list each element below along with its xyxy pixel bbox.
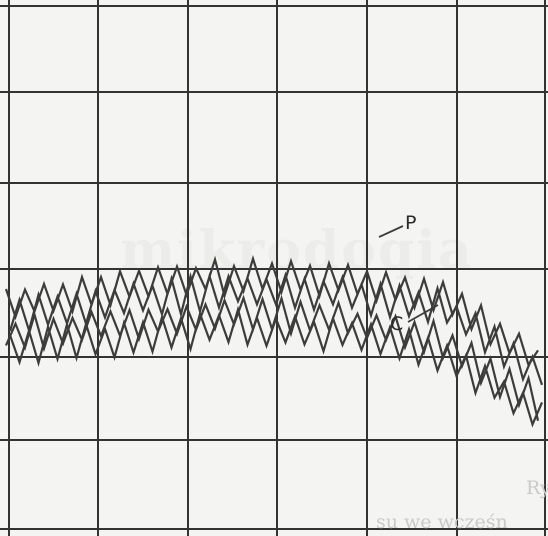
trace-p-1 bbox=[8, 271, 544, 386]
bleed-through-caption-2: su we wcześn bbox=[376, 511, 508, 533]
bleed-through-caption: Ryo. 9.3. Typ V audiogramu okolopogowe bbox=[526, 477, 548, 499]
pointer-c bbox=[407, 304, 439, 323]
bleed-through-title: mikrodoqia bbox=[120, 220, 474, 281]
pointer-p bbox=[378, 225, 404, 238]
series-label-p: P bbox=[405, 212, 416, 234]
label-pointers bbox=[378, 225, 439, 323]
trace-c-1 bbox=[8, 305, 544, 428]
series-label-c: C bbox=[390, 313, 403, 335]
traces bbox=[4, 254, 544, 428]
trace-c-0 bbox=[4, 294, 540, 422]
